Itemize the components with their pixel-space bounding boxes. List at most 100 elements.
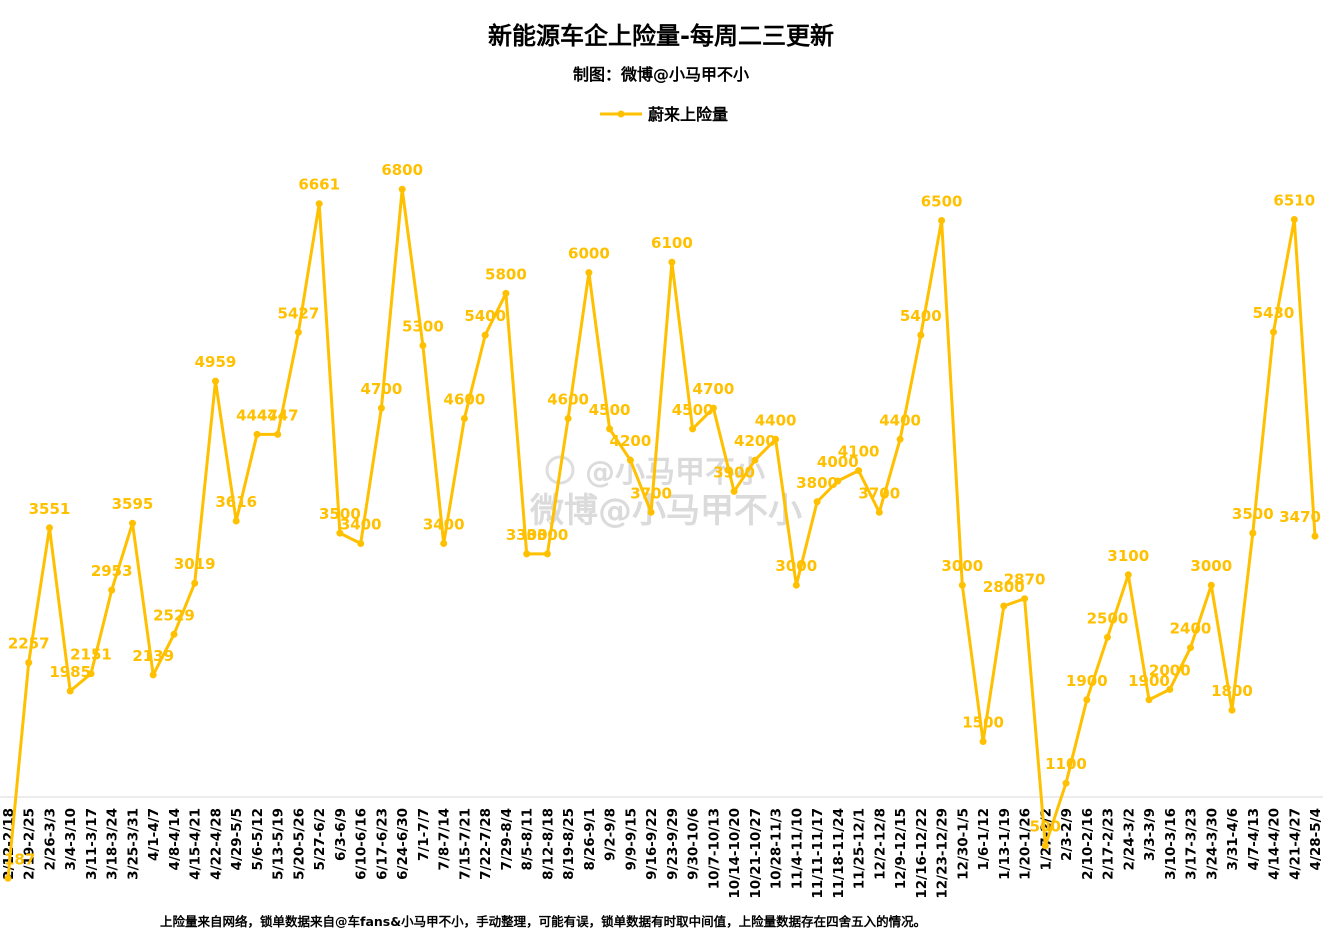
data-point xyxy=(170,630,178,638)
data-point xyxy=(108,586,116,594)
data-label: 4447 xyxy=(257,406,299,424)
x-tick-label: 9/9-9/15 xyxy=(623,808,639,870)
data-label: 4200 xyxy=(734,432,776,450)
data-point xyxy=(875,508,883,516)
x-tick-label: 4/28-5/4 xyxy=(1308,808,1323,870)
data-label: 4000 xyxy=(817,453,859,471)
x-tick-label: 11/11-11/17 xyxy=(810,808,826,899)
data-point xyxy=(87,670,95,678)
data-label: 1900 xyxy=(1128,672,1170,690)
x-tick-label: 7/22-7/28 xyxy=(478,808,494,880)
data-point xyxy=(481,331,489,339)
data-label: 187 xyxy=(4,850,35,868)
data-label: 5800 xyxy=(485,265,527,283)
data-point xyxy=(585,269,593,277)
data-point xyxy=(1166,685,1174,693)
data-point xyxy=(149,671,157,679)
data-point xyxy=(1145,696,1153,704)
data-point xyxy=(294,328,302,336)
x-tick-label: 11/25-12/1 xyxy=(852,808,868,889)
x-tick-label: 1/13-1/19 xyxy=(997,808,1013,880)
x-tick-label: 4/21-4/27 xyxy=(1287,808,1303,880)
x-tick-label: 4/8-4/14 xyxy=(167,808,183,870)
x-tick-label: 6/10-6/16 xyxy=(354,808,370,880)
data-point xyxy=(46,524,53,532)
x-tick-label: 10/7-10/13 xyxy=(706,808,722,889)
watermark-line1: @小马甲不小 xyxy=(585,455,765,490)
data-point xyxy=(25,659,33,667)
x-tick-label: 4/22-4/28 xyxy=(209,808,225,880)
data-label: 2151 xyxy=(70,646,112,664)
x-tick-labels: 2/12-2/18 2/19-2/25 2/26-3/3 3/4-3/10 3/11-3… xyxy=(1,808,1323,899)
x-tick-label: 1/6-1/12 xyxy=(976,808,992,870)
data-point xyxy=(1083,696,1091,704)
data-label: 3000 xyxy=(775,557,817,575)
data-label: 6800 xyxy=(381,161,423,179)
x-tick-label: 2/19-2/25 xyxy=(22,808,38,880)
x-tick-label: 7/8-7/14 xyxy=(437,808,453,870)
data-point xyxy=(647,508,655,516)
x-tick-label: 12/16-12/22 xyxy=(914,808,930,899)
weibo-logo-icon xyxy=(545,455,575,485)
x-tick-label: 3/3-3/9 xyxy=(1142,808,1158,861)
data-label: 3300 xyxy=(506,526,548,544)
data-label: 4400 xyxy=(879,411,921,429)
data-label: 2000 xyxy=(1149,661,1191,679)
x-tick-label: 11/18-11/24 xyxy=(831,808,847,899)
data-label: 3019 xyxy=(174,555,216,573)
x-tick-label: 3/24-3/30 xyxy=(1204,808,1220,880)
x-tick-label: 8/5-8/11 xyxy=(520,808,536,870)
data-point xyxy=(626,456,634,464)
x-tick-label: 8/26-9/1 xyxy=(582,808,598,870)
data-label: 4600 xyxy=(547,391,589,409)
x-tick-label: 3/11-3/17 xyxy=(84,808,100,880)
data-point xyxy=(1041,842,1049,850)
data-point xyxy=(1228,706,1236,714)
data-point xyxy=(274,430,282,438)
data-point xyxy=(668,258,676,266)
data-label: 1800 xyxy=(1211,682,1253,700)
x-tick-label: 2/24-3/2 xyxy=(1121,808,1137,870)
x-tick-label: 3/31-4/6 xyxy=(1225,808,1241,870)
data-point xyxy=(1311,532,1319,540)
x-tick-label: 4/29-5/5 xyxy=(229,808,245,870)
data-label: 3616 xyxy=(215,493,257,511)
data-label: 2800 xyxy=(983,578,1025,596)
data-point xyxy=(564,415,572,422)
x-tick-label: 9/30-10/6 xyxy=(686,808,702,880)
watermark-line2: 微博@小马甲不小 xyxy=(529,491,802,531)
data-point xyxy=(212,377,219,385)
data-label: 4959 xyxy=(195,353,237,371)
data-point xyxy=(377,404,385,412)
data-label: 500 xyxy=(1030,818,1061,836)
data-label: 3500 xyxy=(319,505,361,523)
data-label: 1100 xyxy=(1045,755,1087,773)
data-point xyxy=(772,435,780,443)
data-label: 5400 xyxy=(464,307,506,325)
data-point xyxy=(1021,595,1029,603)
data-point xyxy=(523,550,531,558)
legend-label: 蔚来上险量 xyxy=(648,105,728,124)
data-label: 5300 xyxy=(402,318,444,336)
footer-note: 上险量来自网络，锁单数据来自@车fans&小马甲不小，手动整理，可能有误，锁单数… xyxy=(160,914,926,929)
data-point xyxy=(460,415,468,422)
x-tick-label: 7/29-8/4 xyxy=(499,808,515,870)
chart-subtitle: 制图：微博@小马甲不小 xyxy=(573,65,749,84)
data-point xyxy=(129,519,136,527)
chart-title: 新能源车企上险量-每周二三更新 xyxy=(488,22,834,50)
x-tick-label: 6/24-6/30 xyxy=(395,808,411,880)
x-tick-label: 3/4-3/10 xyxy=(63,808,79,870)
x-tick-label: 6/3-6/9 xyxy=(333,808,349,861)
data-point xyxy=(357,540,365,547)
data-point xyxy=(502,289,510,297)
x-tick-label: 2/26-3/3 xyxy=(43,808,59,870)
x-tick-label: 5/6-5/12 xyxy=(250,808,266,870)
x-tick-label: 12/23-12/29 xyxy=(935,808,951,899)
data-point xyxy=(336,529,344,537)
data-point xyxy=(606,425,614,433)
data-label: 4400 xyxy=(755,411,797,429)
x-tick-label: 2/3-2/9 xyxy=(1059,808,1075,861)
data-label: 3400 xyxy=(340,516,382,534)
data-label: 6000 xyxy=(568,245,610,263)
series-line xyxy=(6,187,1317,879)
